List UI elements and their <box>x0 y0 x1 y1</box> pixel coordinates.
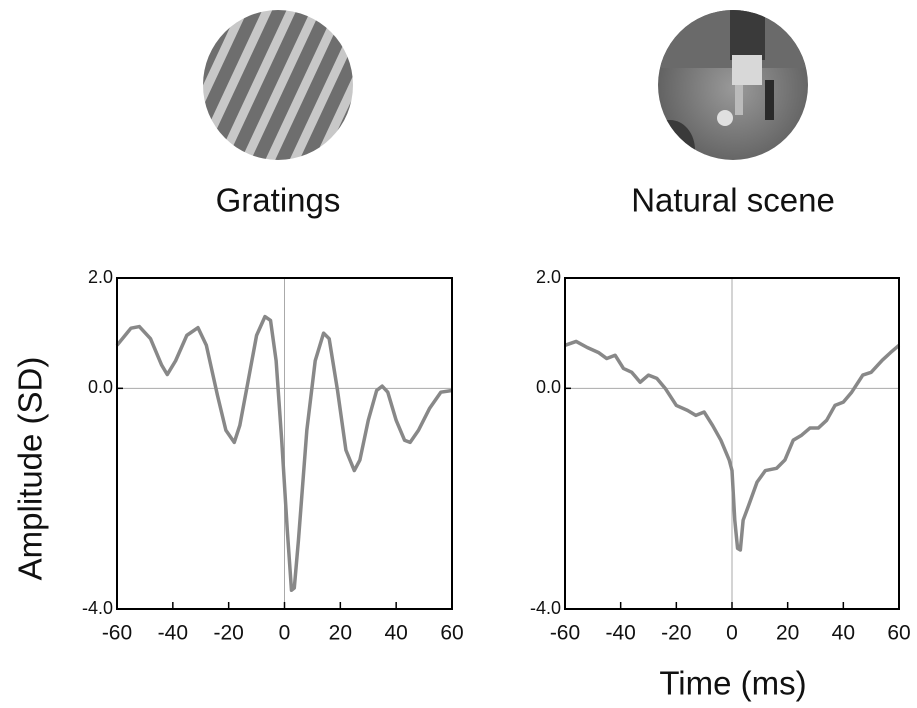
data-line <box>115 314 453 592</box>
panel-title: Natural scene <box>631 182 835 219</box>
data-line <box>564 339 901 552</box>
grating-icon <box>203 10 353 160</box>
plot-frame <box>564 277 900 610</box>
y-tick-label: 2.0 <box>88 267 113 287</box>
y-tick-label: 2.0 <box>536 267 561 287</box>
y-tick-label: 0.0 <box>536 377 561 397</box>
x-tick-label: 60 <box>440 622 463 645</box>
x-tick-label: 40 <box>384 622 407 645</box>
x-tick-label: 0 <box>279 622 291 645</box>
x-tick-label: -60 <box>550 622 580 645</box>
panel-title: Gratings <box>216 182 341 219</box>
x-tick-label: 40 <box>832 622 855 645</box>
x-tick-label: -40 <box>158 622 188 645</box>
x-tick-label: 20 <box>329 622 352 645</box>
x-tick-label: 20 <box>776 622 799 645</box>
y-tick-label: 0.0 <box>88 377 113 397</box>
x-tick-label: -20 <box>213 622 243 645</box>
x-tick-label: -40 <box>605 622 635 645</box>
x-tick-label: -20 <box>661 622 691 645</box>
y-tick-label: -4.0 <box>530 598 561 618</box>
y-tick-label: -4.0 <box>82 598 113 618</box>
scene-icon <box>658 10 808 160</box>
x-tick-label: -60 <box>102 622 132 645</box>
x-tick-label: 0 <box>726 622 738 645</box>
x-tick-label: 60 <box>887 622 910 645</box>
x-axis-label: Time (ms) <box>659 665 806 702</box>
y-axis-label: Amplitude (SD) <box>12 357 49 581</box>
plot-frame <box>116 277 453 610</box>
